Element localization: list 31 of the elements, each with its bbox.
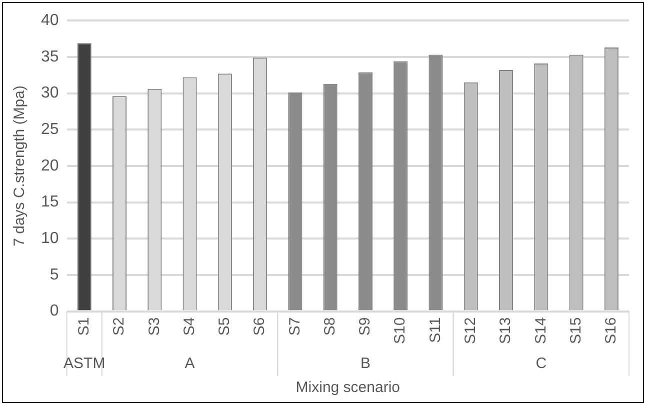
text: A — [184, 355, 195, 372]
y-tick-label: 15 — [41, 194, 59, 211]
x-tick-label: S7 — [286, 317, 304, 336]
x-tick-label: S9 — [356, 317, 374, 336]
x-tick-label: S10 — [392, 317, 409, 344]
y-tick-label: 20 — [41, 157, 59, 174]
y-tick-label: 40 — [41, 12, 59, 30]
x-tick-label: S5 — [216, 317, 234, 336]
x-tick-label: S12 — [462, 317, 480, 344]
x-tick-label: S6 — [251, 317, 268, 336]
text: ASTM — [64, 355, 106, 372]
text: B — [360, 355, 370, 372]
x-tick-label: S8 — [321, 317, 338, 336]
x-tick-label: S16 — [602, 317, 620, 344]
y-tick-label: 35 — [41, 48, 59, 66]
x-tick-label: S14 — [532, 317, 550, 344]
x-tick-label: S3 — [146, 317, 163, 336]
x-tick-label: S11 — [426, 317, 444, 343]
y-tick-label: 25 — [41, 121, 59, 138]
y-tick-label: 10 — [41, 230, 59, 248]
x-tick-label: S13 — [497, 317, 514, 344]
y-tick-label: 5 — [50, 266, 59, 284]
x-tick-label: S4 — [180, 317, 198, 336]
y-axis-title: 7 days C.strength (Mpa) — [11, 86, 28, 246]
x-tick-label: S2 — [110, 317, 128, 336]
text: C — [536, 355, 547, 372]
x-tick-label: S15 — [567, 317, 584, 344]
y-tick-label: 30 — [41, 84, 59, 102]
x-tick-label: S1 — [76, 317, 93, 336]
x-axis-title: Mixing scenario — [296, 379, 400, 396]
y-tick-label: 0 — [50, 302, 59, 320]
